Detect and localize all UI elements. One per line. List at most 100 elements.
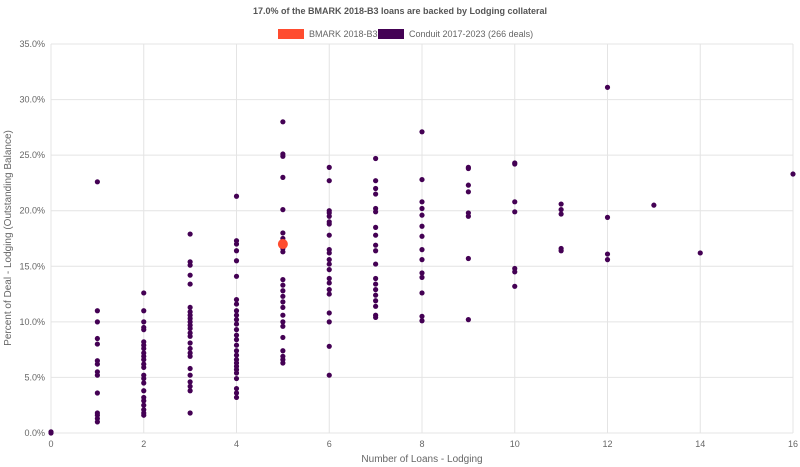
data-point-conduit[interactable] <box>187 231 193 237</box>
data-point-conduit[interactable] <box>373 232 379 238</box>
data-point-conduit[interactable] <box>326 310 332 316</box>
data-point-conduit[interactable] <box>651 202 657 208</box>
data-point-conduit[interactable] <box>233 348 240 354</box>
data-point-conduit[interactable] <box>373 275 379 282</box>
data-point-conduit[interactable] <box>604 257 611 263</box>
data-point-conduit[interactable] <box>141 357 147 363</box>
data-point-conduit[interactable] <box>373 292 379 298</box>
data-point-conduit[interactable] <box>419 212 425 218</box>
data-point-conduit[interactable] <box>187 340 193 346</box>
data-point-conduit[interactable] <box>233 327 240 333</box>
data-point-conduit[interactable] <box>280 348 286 354</box>
data-point-conduit[interactable] <box>280 282 286 288</box>
data-point-conduit[interactable] <box>697 250 703 256</box>
data-point-conduit[interactable] <box>187 304 193 311</box>
data-point-conduit[interactable] <box>512 161 518 167</box>
data-point-conduit[interactable] <box>233 385 240 392</box>
data-point-conduit[interactable] <box>280 304 286 311</box>
data-point-conduit[interactable] <box>94 179 100 185</box>
data-point-conduit[interactable] <box>280 319 286 325</box>
data-point-conduit[interactable] <box>373 242 379 248</box>
data-point-conduit[interactable] <box>233 308 240 314</box>
data-point-conduit[interactable] <box>233 370 240 376</box>
data-point-conduit[interactable] <box>141 398 147 404</box>
data-point-conduit[interactable] <box>604 214 611 220</box>
data-point-conduit[interactable] <box>373 191 379 197</box>
data-point-conduit[interactable] <box>233 258 240 264</box>
data-point-conduit[interactable] <box>419 223 425 229</box>
data-point-conduit[interactable] <box>512 283 518 289</box>
data-point-conduit[interactable] <box>94 335 100 342</box>
data-point-conduit[interactable] <box>465 165 471 172</box>
data-point-conduit[interactable] <box>326 275 332 282</box>
data-point-conduit[interactable] <box>790 171 796 177</box>
data-point-conduit[interactable] <box>141 364 147 371</box>
data-point-conduit[interactable] <box>233 321 240 327</box>
data-point-conduit[interactable] <box>187 379 193 385</box>
data-point-conduit[interactable] <box>233 273 240 279</box>
data-point-conduit[interactable] <box>141 290 147 296</box>
data-point-conduit[interactable] <box>326 372 332 378</box>
data-point-conduit[interactable] <box>187 388 193 394</box>
data-point-conduit[interactable] <box>604 251 611 257</box>
data-point-conduit[interactable] <box>187 372 193 378</box>
data-point-conduit[interactable] <box>280 153 286 159</box>
data-point-conduit[interactable] <box>373 155 379 162</box>
data-point-conduit[interactable] <box>233 301 240 307</box>
data-point-conduit[interactable] <box>373 281 379 287</box>
data-point-conduit[interactable] <box>558 211 564 217</box>
data-point-conduit[interactable] <box>465 213 471 219</box>
data-point-conduit[interactable] <box>280 293 286 299</box>
data-point-conduit[interactable] <box>280 207 286 213</box>
data-point-conduit[interactable] <box>512 209 518 215</box>
data-point-conduit[interactable] <box>233 241 240 247</box>
data-point-conduit[interactable] <box>419 247 425 253</box>
data-point-conduit[interactable] <box>373 178 379 184</box>
data-point-conduit[interactable] <box>373 209 379 215</box>
data-point-conduit[interactable] <box>94 372 100 378</box>
data-point-conduit[interactable] <box>187 345 193 352</box>
data-point-conduit[interactable] <box>326 257 332 263</box>
data-point-conduit[interactable] <box>373 287 379 293</box>
data-point-conduit[interactable] <box>94 319 100 325</box>
data-point-conduit[interactable] <box>419 176 425 183</box>
data-point-conduit[interactable] <box>558 201 564 207</box>
data-point-conduit[interactable] <box>326 232 332 238</box>
data-point-conduit[interactable] <box>94 361 100 367</box>
data-point-conduit[interactable] <box>141 319 147 325</box>
data-point-conduit[interactable] <box>373 248 379 254</box>
data-point-conduit[interactable] <box>94 390 100 396</box>
data-point-conduit[interactable] <box>465 255 471 262</box>
data-point-conduit[interactable] <box>326 291 332 297</box>
data-point-conduit[interactable] <box>280 119 286 125</box>
data-point-conduit[interactable] <box>604 84 611 90</box>
data-point-conduit[interactable] <box>373 185 379 192</box>
data-point-conduit[interactable] <box>419 129 425 135</box>
data-point-conduit[interactable] <box>373 303 379 309</box>
data-point-conduit[interactable] <box>326 267 332 273</box>
data-point-conduit[interactable] <box>419 270 425 276</box>
data-point-conduit[interactable] <box>280 360 286 366</box>
data-point-conduit[interactable] <box>419 199 425 205</box>
data-point-conduit[interactable] <box>419 274 425 280</box>
data-point-conduit[interactable] <box>233 248 240 254</box>
data-point-conduit[interactable] <box>558 207 564 213</box>
data-point-conduit[interactable] <box>419 205 425 212</box>
data-point-conduit[interactable] <box>373 224 379 230</box>
data-point-conduit[interactable] <box>187 262 193 268</box>
data-point-conduit[interactable] <box>419 290 425 296</box>
data-point-conduit[interactable] <box>373 261 379 267</box>
data-point-conduit[interactable] <box>326 319 332 325</box>
data-point-conduit[interactable] <box>280 230 286 236</box>
data-point-conduit[interactable] <box>326 213 332 219</box>
data-point-conduit[interactable] <box>141 327 147 333</box>
data-point-conduit[interactable] <box>558 248 564 254</box>
data-point-conduit[interactable] <box>326 178 332 184</box>
data-point-conduit[interactable] <box>233 352 240 358</box>
data-point-conduit[interactable] <box>141 345 147 352</box>
data-point-conduit[interactable] <box>465 189 471 195</box>
data-point-conduit[interactable] <box>187 353 193 359</box>
data-point-conduit[interactable] <box>280 249 286 255</box>
data-point-conduit[interactable] <box>187 410 193 416</box>
data-point-conduit[interactable] <box>280 288 286 294</box>
